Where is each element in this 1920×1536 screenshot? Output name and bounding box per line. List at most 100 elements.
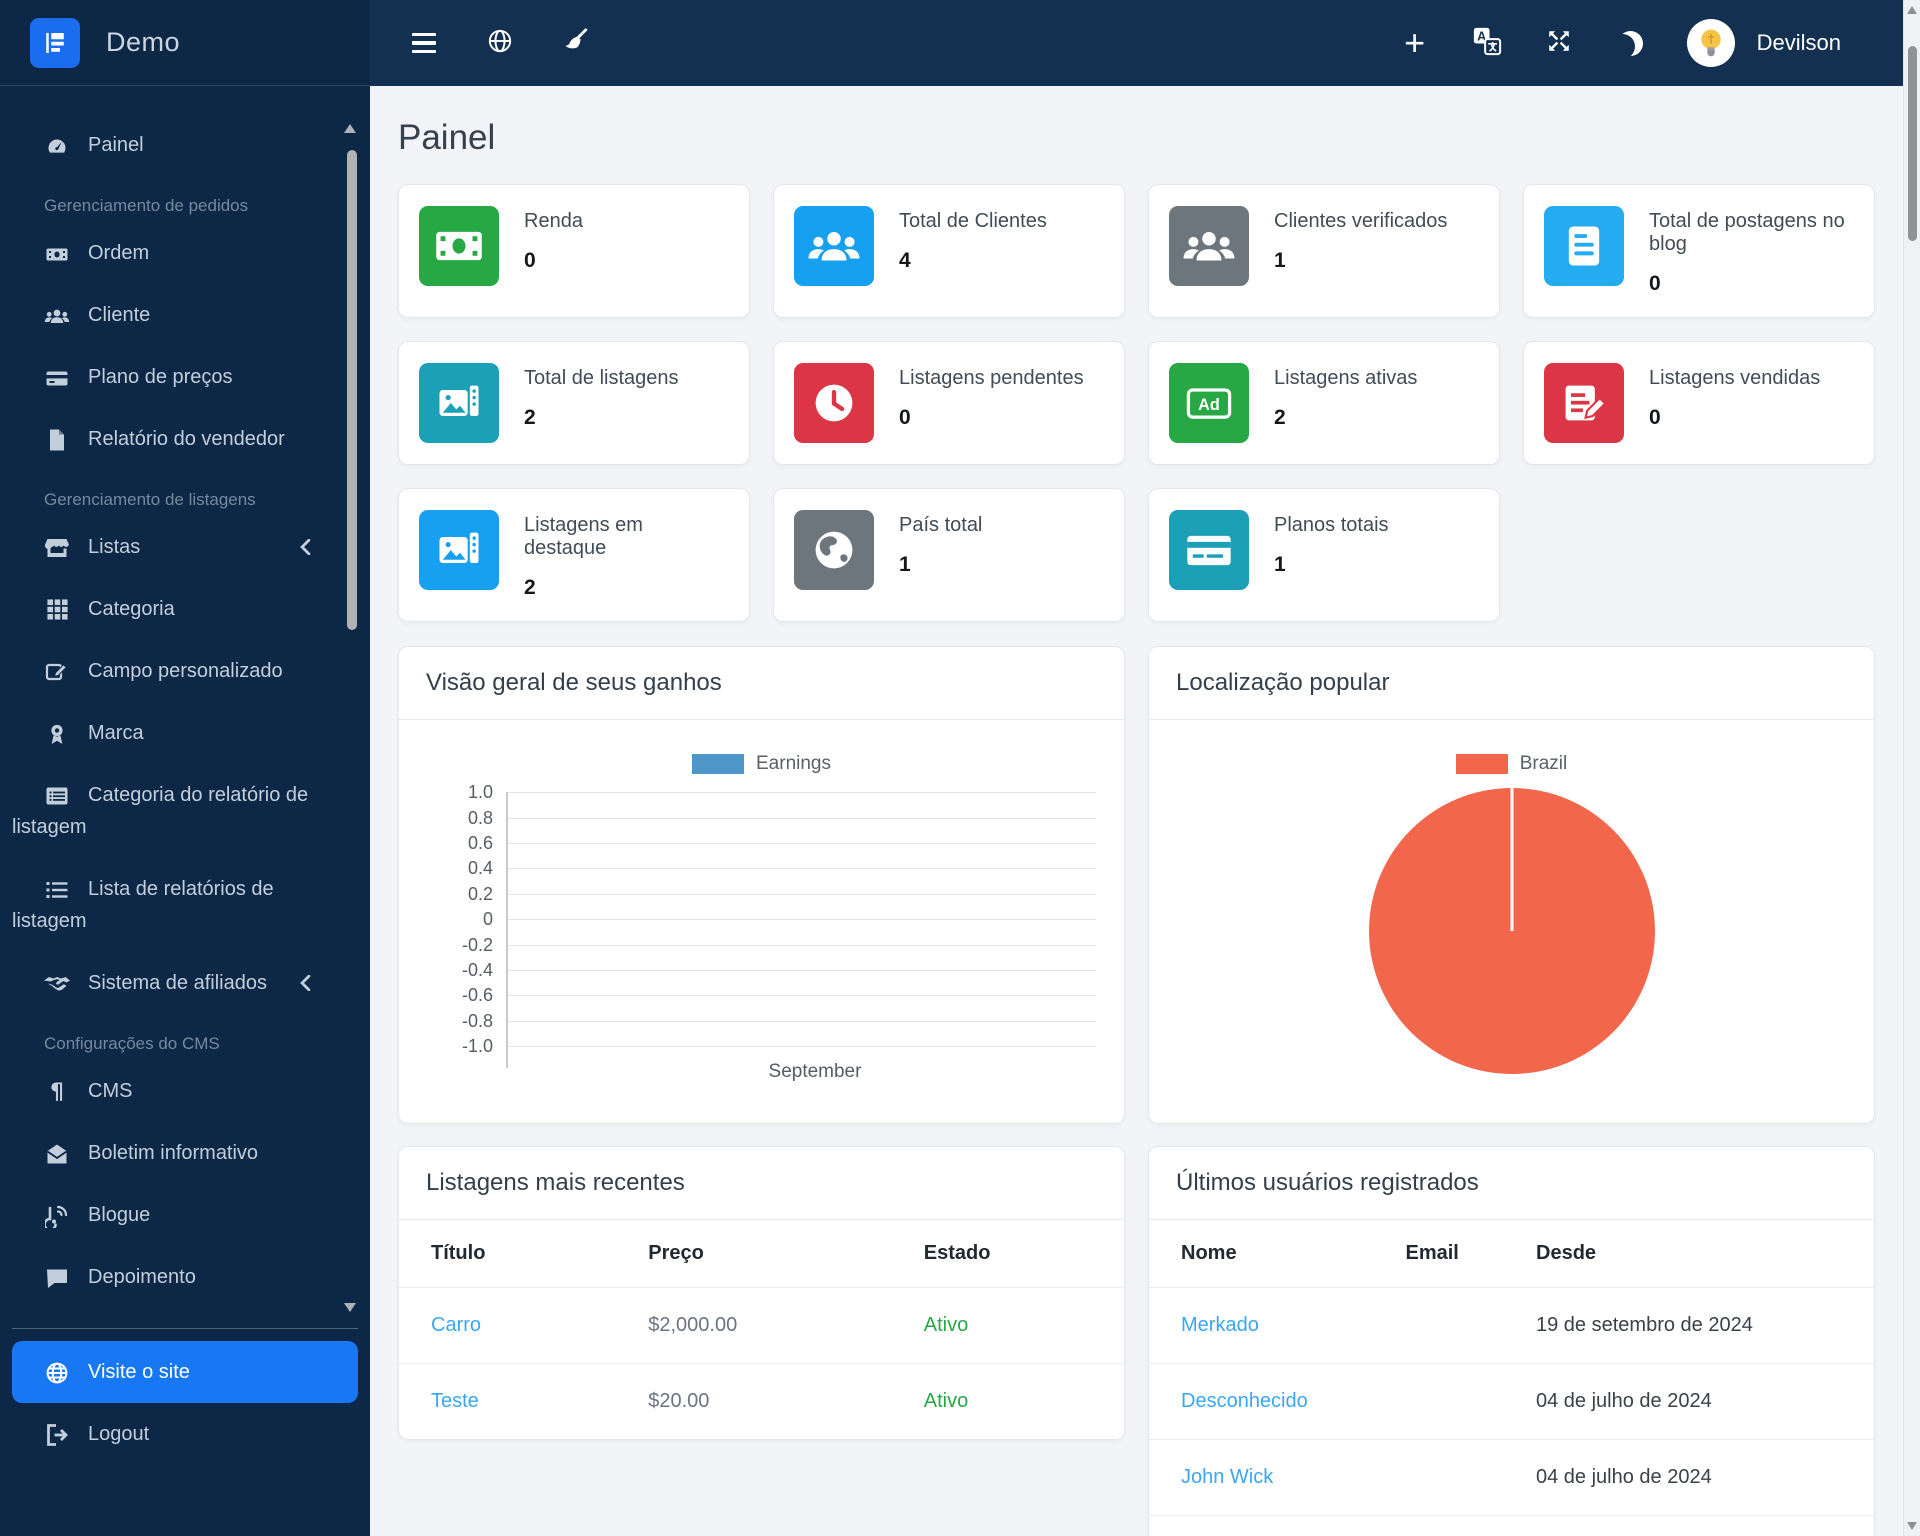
svg-text:¶: ¶ [50, 1080, 64, 1104]
sidebar-item-boletim[interactable]: Boletim informativo [0, 1122, 370, 1184]
listing-link[interactable]: Carro [431, 1314, 482, 1336]
location-legend-label: Brazil [1519, 753, 1568, 774]
avatar[interactable] [1686, 19, 1735, 67]
stat-label: Total de postagens no blog [1649, 210, 1845, 255]
stat-card-listagens-vendidas: Listagens vendidas 0 [1523, 341, 1875, 465]
language-globe-button[interactable] [484, 27, 516, 59]
brazil-pie-slice[interactable] [1368, 788, 1655, 1074]
sidebar-item-sistema-afiliados[interactable]: Sistema de afiliados [0, 952, 370, 1014]
sidebar-item-categoria-relatorio[interactable]: Categoria do relatório de listagem [0, 764, 370, 858]
sidebar-item-ordem[interactable]: Ordem [0, 222, 370, 284]
add-new-button[interactable]: + [1399, 22, 1431, 63]
scrollbar-up-arrow[interactable] [1907, 6, 1917, 14]
handshake-icon [42, 972, 72, 996]
user-since: 04 de julho de 2024 [1526, 1439, 1874, 1516]
stat-value: 1 [899, 553, 911, 576]
money-bill-icon [42, 242, 72, 266]
sidebar-divider [12, 1328, 358, 1329]
translate-button[interactable]: A [1471, 27, 1503, 59]
user-email [1395, 1515, 1526, 1536]
stat-label: Listagens ativas [1274, 367, 1418, 389]
clock-icon [794, 363, 874, 443]
table-row: Desconhecido 04 de julho de 2024 [1149, 1363, 1874, 1440]
stat-card-pais-total: País total 1 [773, 488, 1125, 622]
user-name[interactable]: Devilson [1756, 30, 1841, 55]
table-row: Merkado 19 de setembro de 2024 [1149, 1287, 1874, 1364]
location-legend: Brazil [1149, 752, 1874, 776]
sidebar-scrollbar-down-arrow[interactable] [344, 1303, 356, 1312]
sidebar-item-listas[interactable]: Listas [0, 516, 370, 578]
sidebar-item-label: Boletim informativo [88, 1142, 259, 1164]
user-since: 04 de julho de 2024 [1526, 1515, 1874, 1536]
sidebar-item-cms[interactable]: ¶ CMS [0, 1060, 370, 1122]
sidebar-item-plano-precos[interactable]: Plano de preços [0, 346, 370, 408]
sidebar-item-label: Marca [88, 722, 144, 744]
sidebar-item-categoria[interactable]: Categoria [0, 578, 370, 640]
page-scrollbar[interactable] [1903, 0, 1920, 1536]
stat-value: 0 [1649, 406, 1661, 429]
col-header-preco: Preço [648, 1242, 704, 1264]
stat-card-listagens-ativas: Ad Listagens ativas 2 [1148, 341, 1500, 465]
expand-arrows-icon [1546, 28, 1572, 59]
user-link[interactable]: John Wick [1181, 1466, 1274, 1488]
stat-cards: Renda 0 Total de Clientes 4 Clientes verif… [398, 184, 1875, 622]
sidebar-scrollbar-up-arrow[interactable] [344, 124, 356, 133]
stat-value: 1 [1274, 249, 1286, 272]
sidebar-item-cliente[interactable]: Cliente [0, 284, 370, 346]
earnings-legend: Earnings [399, 752, 1124, 776]
y-tick: -0.2 [461, 934, 493, 955]
sidebar-item-painel[interactable]: Painel [0, 114, 370, 176]
dark-mode-button[interactable] [1615, 27, 1647, 59]
sidebar-item-label: Plano de preços [88, 366, 233, 388]
translate-icon: A [1472, 26, 1502, 61]
stat-card-listagens-pendentes: Listagens pendentes 0 [773, 341, 1125, 465]
menu-toggle-button[interactable] [408, 27, 440, 59]
grid-icon [42, 598, 72, 621]
fullscreen-button[interactable] [1543, 27, 1575, 59]
sidebar-item-label: Relatório do vendedor [88, 428, 285, 450]
scrollbar-down-arrow[interactable] [1907, 1522, 1917, 1530]
listing-price: $20.00 [638, 1363, 914, 1439]
sidebar-item-marca[interactable]: Marca [0, 702, 370, 764]
stat-label: Total de listagens [524, 367, 679, 389]
images-icon [419, 510, 499, 590]
user-link[interactable]: Desconhecido [1181, 1390, 1308, 1412]
credit-card-icon [42, 366, 72, 390]
earnings-chart-title: Visão geral de seus ganhos [399, 647, 1124, 720]
clear-cache-button[interactable] [560, 27, 592, 59]
sidebar-item-blogue[interactable]: Blogue [0, 1184, 370, 1246]
sidebar-item-label: Ordem [88, 242, 150, 264]
stat-card-postagens-blog: Total de postagens no blog 0 [1523, 184, 1875, 318]
sidebar-item-depoimento[interactable]: Depoimento [0, 1246, 370, 1308]
brand-name: Demo [106, 27, 181, 57]
earnings-legend-swatch [692, 754, 744, 774]
users-icon [794, 206, 874, 286]
sidebar-item-campo-personalizado[interactable]: Campo personalizado [0, 640, 370, 702]
sidebar-item-label: Logout [88, 1423, 150, 1445]
sidebar-item-label: Categoria [88, 598, 175, 620]
sidebar-item-relatorio-vendedor[interactable]: Relatório do vendedor [0, 408, 370, 470]
user-email [1395, 1287, 1526, 1364]
sidebar-item-lista-relatorios[interactable]: Lista de relatórios de listagem [0, 858, 370, 952]
sidebar-item-logout[interactable]: Logout [0, 1403, 370, 1465]
sidebar-item-visite-o-site[interactable]: Visite o site [12, 1341, 358, 1403]
stat-value: 1 [1274, 553, 1286, 576]
stat-card-renda: Renda 0 [398, 184, 750, 318]
stat-card-total-listagens: Total de listagens 2 [398, 341, 750, 465]
brand[interactable]: Demo [0, 0, 370, 86]
credit-card-icon [1169, 510, 1249, 590]
sidebar-item-label: Depoimento [88, 1266, 196, 1288]
user-since: 04 de julho de 2024 [1526, 1363, 1874, 1440]
col-header-desde: Desde [1536, 1242, 1597, 1264]
sidebar-scrollbar-thumb[interactable] [347, 150, 357, 630]
y-tick: 1.0 [467, 782, 493, 803]
sidebar-item-label: Listas [88, 536, 141, 558]
stat-label: Planos totais [1274, 514, 1389, 536]
globe-icon [42, 1361, 72, 1385]
brand-logo-icon [30, 17, 80, 68]
listing-link[interactable]: Teste [431, 1390, 479, 1412]
user-link[interactable]: Merkado [1181, 1314, 1259, 1336]
plus-icon: + [1404, 22, 1426, 63]
globe-icon [794, 510, 874, 590]
scrollbar-thumb[interactable] [1908, 46, 1917, 241]
